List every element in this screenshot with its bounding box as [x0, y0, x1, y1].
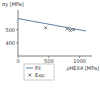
legend-swatch: [26, 68, 33, 69]
y-tick-label: 500: [5, 27, 15, 33]
legend-label: Fit: [35, 65, 41, 71]
x-tick-label: 0: [16, 58, 19, 64]
x-axis-label: ρHEXA [MPa]: [66, 65, 99, 72]
x-tick-label: 500: [44, 58, 54, 64]
x-tick-label: 1000: [73, 58, 86, 64]
y-axis-label: σy [MPa]: [2, 1, 24, 8]
data-point: [66, 28, 69, 31]
x-axis: [18, 56, 92, 57]
y-tick: [16, 29, 18, 30]
legend-label: Exp.: [35, 72, 46, 79]
y-tick: [16, 42, 18, 43]
y-axis: [18, 10, 19, 56]
legend-swatch: [29, 74, 32, 77]
fit-line: [18, 19, 86, 31]
y-tick-label: 400: [5, 40, 15, 46]
data-point: [69, 29, 72, 32]
data-point: [44, 26, 47, 29]
data-point: [72, 28, 75, 31]
legend-box: [24, 64, 54, 80]
plot-area: [18, 19, 86, 32]
